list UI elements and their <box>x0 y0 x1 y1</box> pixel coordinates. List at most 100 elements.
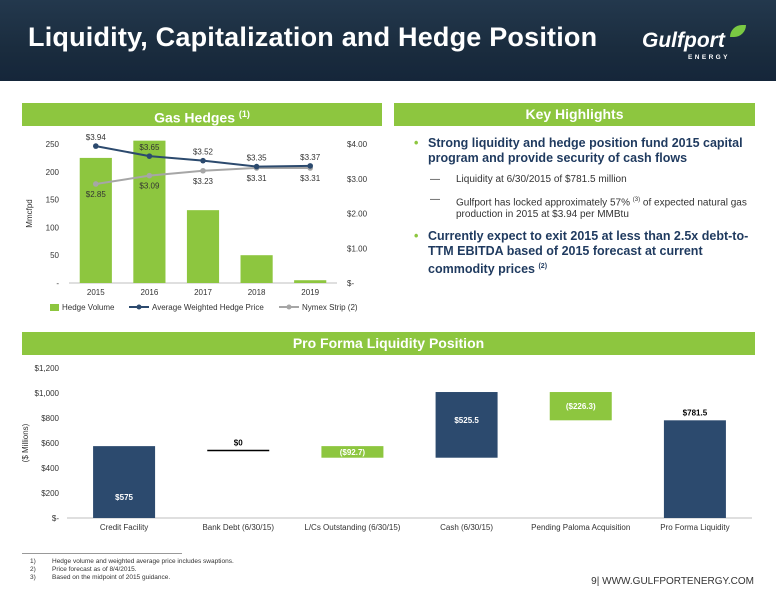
y-tick-label: 150 <box>46 196 60 205</box>
footnote-text: Based on the midpoint of 2015 guidance. <box>52 574 171 581</box>
page-title: Liquidity, Capitalization and Hedge Posi… <box>28 22 598 52</box>
sub-bullet-text: of expected natural gas production in 20… <box>456 196 747 221</box>
nymex-strip-data-label: $3.23 <box>193 177 214 186</box>
highlight-text: Strong liquidity and hedge position fund… <box>428 136 743 165</box>
waterfall-data-label: $0 <box>234 439 243 448</box>
gas-hedges-banner: Gas Hedges (1) <box>22 103 382 126</box>
avg-hedge-price-point <box>307 163 314 169</box>
x-tick-label: 2019 <box>301 288 319 297</box>
x-tick-label: Bank Debt (6/30/15) <box>202 523 274 532</box>
x-tick-label: Credit Facility <box>100 523 148 532</box>
hedge-volume-bar <box>186 210 220 283</box>
waterfall-data-label: ($226.3) <box>566 402 596 411</box>
x-tick-label: Pro Forma Liquidity <box>660 523 729 532</box>
legend-swatch-hedge-volume <box>50 304 59 311</box>
y-tick-label: $400 <box>41 464 59 473</box>
y-tick-label: $1,200 <box>35 364 60 373</box>
sub-bullet-note: (3) <box>632 196 641 203</box>
footnote-divider <box>22 553 182 554</box>
footnote: 2) Price forecast as of 8/4/2015. <box>30 566 234 574</box>
y2-tick-label: $2.00 <box>347 210 368 219</box>
x-tick-label: Cash (6/30/15) <box>440 523 493 532</box>
waterfall-data-label: ($92.7) <box>340 448 366 457</box>
nymex-strip-data-label: $2.85 <box>86 190 107 199</box>
x-tick-label: L/Cs Outstanding (6/30/15) <box>304 523 400 532</box>
legend-label: Average Weighted Hedge Price <box>152 303 264 312</box>
waterfall-bar <box>435 392 498 458</box>
sub-bullet-text: Gulfport has locked approximately 57% <box>456 196 630 208</box>
x-tick-label: 2016 <box>141 288 159 297</box>
y-axis-label: Mmcfpd <box>25 199 34 227</box>
sub-bullet-text: Liquidity at 6/30/2015 of $781.5 million <box>456 174 627 185</box>
pro-forma-banner: Pro Forma Liquidity Position <box>22 332 755 355</box>
y-tick-label: 250 <box>46 140 60 149</box>
footnote-number: 2) <box>30 566 36 573</box>
footnote-number: 3) <box>30 574 36 581</box>
hedge-volume-bar <box>79 157 112 283</box>
dash-icon: — <box>430 193 440 205</box>
y-tick-label: $800 <box>41 414 59 423</box>
avg-hedge-price-data-label: $3.65 <box>139 143 160 152</box>
y2-tick-label: $4.00 <box>347 140 368 149</box>
footnotes: 1) Hedge volume and weighted average pric… <box>30 558 234 582</box>
y2-tick-label: $3.00 <box>347 175 368 184</box>
x-tick-label: 2017 <box>194 288 212 297</box>
footnote-text: Price forecast as of 8/4/2015. <box>52 566 137 573</box>
page-number: 9 <box>591 576 597 587</box>
key-highlights: • Strong liquidity and hedge position fu… <box>412 136 757 285</box>
footnote-number: 1) <box>30 558 36 565</box>
x-tick-label: Pending Paloma Acquisition <box>531 523 630 532</box>
highlight-bullet: • Strong liquidity and hedge position fu… <box>412 136 757 166</box>
bullet-icon: • <box>414 228 419 243</box>
nymex-strip-data-label: $3.31 <box>247 174 268 183</box>
avg-hedge-price-point <box>200 157 206 164</box>
bullet-icon: • <box>414 136 419 150</box>
hedge-volume-bar <box>240 255 273 283</box>
highlight-bullet: • Currently expect to exit 2015 at less … <box>412 229 757 277</box>
y-tick-label: 50 <box>50 251 59 260</box>
gas-hedges-title: Gas Hedges <box>154 109 236 126</box>
legend-marker-avg-price <box>136 304 142 310</box>
legend-label: Hedge Volume <box>62 303 115 312</box>
x-tick-label: 2018 <box>248 288 266 297</box>
y-tick-label: 100 <box>46 223 60 232</box>
hedge-volume-bar <box>133 140 166 283</box>
avg-hedge-price-data-label: $3.35 <box>247 154 268 163</box>
footnote-text: Hedge volume and weighted average price … <box>52 558 234 565</box>
waterfall-bar <box>549 392 612 421</box>
y-tick-label: $600 <box>41 439 59 448</box>
hedge-volume-bar <box>294 280 327 283</box>
sub-bullet: — Gulfport has locked approximately 57% … <box>412 194 757 222</box>
y2-tick-label: $1.00 <box>347 244 368 253</box>
avg-hedge-price-point <box>146 153 153 159</box>
y-tick-label: - <box>56 279 59 288</box>
y-tick-label: 200 <box>46 168 60 177</box>
leaf-icon <box>730 25 746 37</box>
website-link[interactable]: WWW.GULFPORTENERGY.COM <box>602 576 754 587</box>
pro-forma-liquidity-chart: $- $200 $400 $600 $800 $1,000 $1,200 ($ Million… <box>22 364 752 532</box>
nymex-strip-point <box>93 181 99 187</box>
dash-icon: — <box>430 174 440 185</box>
page-footer: 9| WWW.GULFPORTENERGY.COM <box>591 576 754 587</box>
avg-hedge-price-point <box>253 163 260 170</box>
footnote: 3) Based on the midpoint of 2015 guidance… <box>30 574 234 582</box>
header: Liquidity, Capitalization and Hedge Posi… <box>0 0 776 81</box>
gas-hedges-note: (1) <box>238 109 250 119</box>
nymex-strip-data-label: $3.31 <box>300 174 321 183</box>
waterfall-data-label: $575 <box>115 493 133 502</box>
avg-hedge-price-data-label: $3.37 <box>300 153 321 162</box>
y-tick-label: $200 <box>41 489 59 498</box>
nymex-strip-point <box>200 167 206 174</box>
nymex-strip-point <box>146 172 153 179</box>
legend-marker-nymex <box>286 304 292 310</box>
avg-hedge-price-point <box>93 143 99 149</box>
highlight-text: Currently expect to exit 2015 at less th… <box>428 228 749 276</box>
y-tick-label: $- <box>52 514 59 523</box>
avg-hedge-price-data-label: $3.52 <box>193 148 214 157</box>
gas-hedges-chart: - 50 100 150 200 250 $- $1.00 $2.00 $3.00 $4.00 Mmc… <box>25 133 368 312</box>
waterfall-bar <box>663 420 726 518</box>
x-tick-label: 2015 <box>87 288 105 297</box>
waterfall-data-label: $781.5 <box>683 408 708 417</box>
nymex-strip-data-label: $3.09 <box>139 182 160 191</box>
footnote: 1) Hedge volume and weighted average pric… <box>30 558 234 566</box>
